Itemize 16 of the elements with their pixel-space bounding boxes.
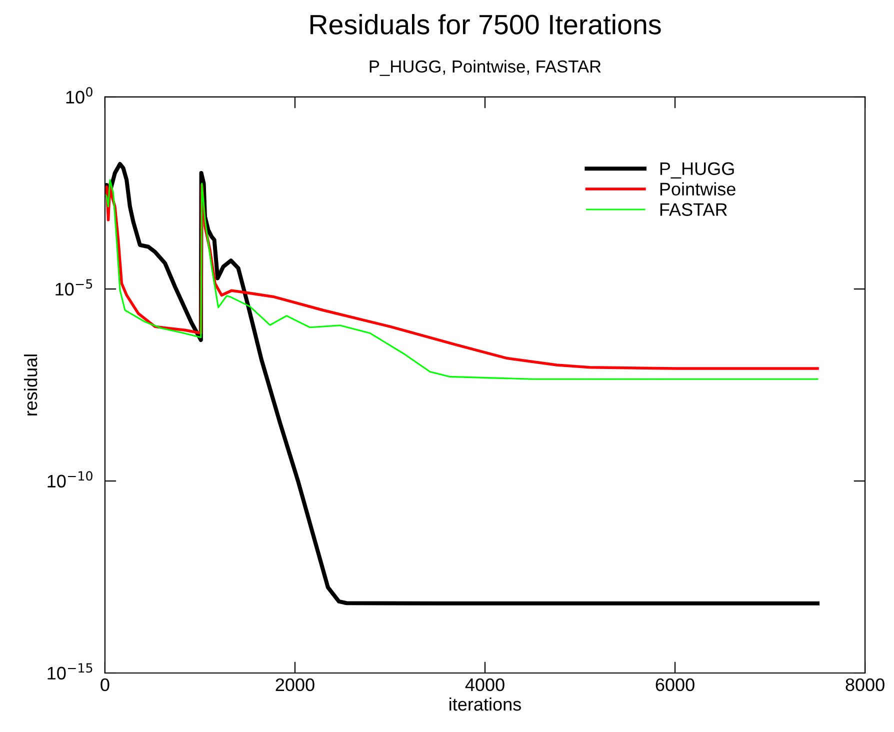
x-tick-label: 4000 [465,678,504,692]
legend-label: Pointwise [660,182,736,196]
x-tick-label: 8000 [846,678,884,692]
x-tick-label: 6000 [656,678,694,692]
y-tick-label: 10$^{−5}$ [56,279,92,296]
y-axis-title: residual [24,354,38,416]
chart-title: Residuals for 7500 Iterations [310,14,661,34]
legend-label: P_HUGG [660,162,734,178]
x-axis-title: iterations [450,697,521,711]
y-tick-label: 10$^{−10}$ [48,471,92,488]
legend-label: FASTAR [660,203,727,216]
x-tick-label: 2000 [276,678,314,692]
x-tick-label: 0 [100,678,110,692]
y-tick-label: 10$^{−15}$ [48,663,92,680]
y-tick-label: 10$^{0}$ [66,87,92,104]
chart-subtitle: P_HUGG, Pointwise, FASTAR [370,60,601,76]
